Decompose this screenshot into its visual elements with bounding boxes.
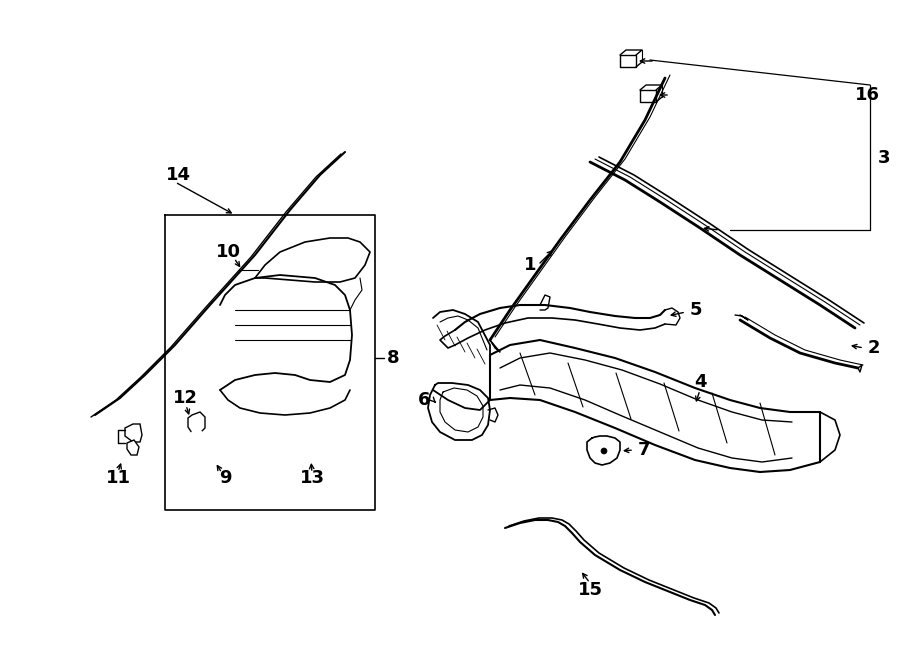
Polygon shape: [127, 440, 139, 455]
Circle shape: [597, 444, 611, 458]
Text: 12: 12: [173, 389, 197, 407]
Circle shape: [232, 262, 264, 294]
Text: 10: 10: [215, 243, 240, 261]
Circle shape: [296, 431, 324, 459]
Text: 1: 1: [524, 256, 536, 274]
Circle shape: [238, 268, 258, 288]
Text: 11: 11: [105, 469, 130, 487]
Text: 5: 5: [690, 301, 703, 319]
Text: 4: 4: [694, 373, 706, 391]
Text: 9: 9: [219, 469, 231, 487]
Circle shape: [288, 328, 312, 352]
Circle shape: [450, 404, 466, 420]
Text: 13: 13: [300, 469, 325, 487]
Text: 7: 7: [638, 441, 651, 459]
Text: 8: 8: [387, 349, 400, 367]
Circle shape: [601, 448, 607, 454]
Text: 2: 2: [868, 339, 880, 357]
Text: 3: 3: [878, 149, 890, 167]
Text: 14: 14: [166, 166, 191, 184]
Circle shape: [464, 402, 476, 414]
Text: 15: 15: [578, 581, 602, 599]
Polygon shape: [188, 412, 205, 433]
Polygon shape: [125, 424, 142, 442]
Circle shape: [302, 437, 318, 453]
Text: 6: 6: [418, 391, 430, 409]
Circle shape: [190, 430, 204, 444]
Text: 16: 16: [855, 86, 880, 104]
